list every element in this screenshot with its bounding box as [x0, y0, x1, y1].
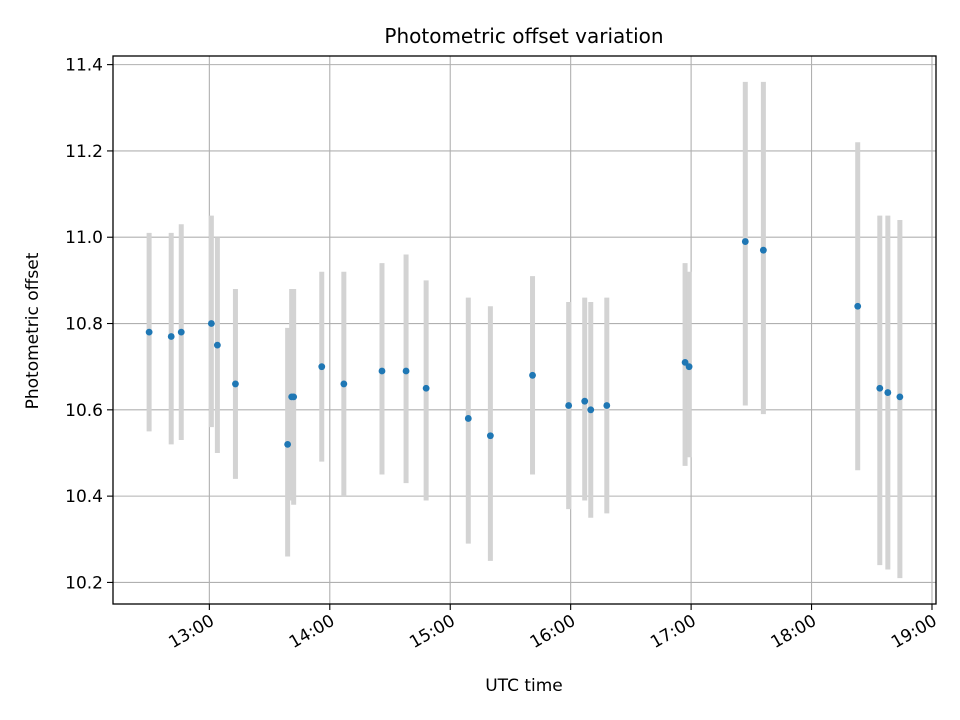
- data-point: [402, 367, 410, 375]
- data-point: [145, 328, 153, 336]
- x-tick-label: 14:00: [286, 611, 338, 653]
- data-point: [854, 302, 862, 310]
- y-axis-label: Photometric offset: [23, 252, 43, 409]
- y-tick-label: 10.2: [65, 573, 103, 593]
- y-tick-label: 11.4: [65, 56, 103, 76]
- x-tick-label: 19:00: [888, 611, 940, 653]
- data-point: [290, 393, 298, 401]
- y-tick-label: 10.4: [65, 487, 103, 507]
- data-point: [422, 384, 430, 392]
- data-point: [565, 402, 573, 409]
- data-point: [603, 402, 611, 409]
- data-point: [896, 393, 904, 401]
- data-point: [759, 246, 767, 254]
- data-point: [884, 389, 892, 396]
- data-point: [581, 397, 589, 405]
- data-point: [207, 320, 215, 327]
- x-tick-label: 15:00: [406, 611, 458, 653]
- x-axis-label: UTC time: [485, 676, 563, 696]
- data-point: [587, 406, 595, 414]
- y-tick-label: 11.0: [65, 228, 103, 248]
- data-point: [685, 363, 693, 371]
- data-point: [318, 363, 326, 371]
- axis-ticks: 13:00 14:00 15:00 16:00 17:00 18:00 19:00 10.2 1…: [65, 56, 940, 653]
- data-point: [284, 440, 292, 448]
- data-points: [145, 238, 904, 448]
- x-tick-label: 18:00: [768, 611, 820, 653]
- data-point: [232, 380, 239, 388]
- x-tick-label: 16:00: [527, 611, 579, 653]
- y-tick-label: 10.8: [65, 315, 103, 335]
- data-point: [464, 415, 472, 422]
- data-point: [340, 380, 348, 388]
- data-point: [213, 341, 221, 349]
- error-bars: [146, 81, 903, 579]
- y-tick-label: 11.2: [65, 142, 103, 162]
- x-tick-label: 17:00: [647, 611, 699, 653]
- data-point: [486, 432, 494, 440]
- plot-frame: [112, 55, 937, 605]
- data-point: [741, 238, 749, 245]
- data-point: [378, 367, 386, 375]
- data-point: [177, 328, 185, 336]
- data-point: [681, 358, 689, 366]
- y-tick-label: 10.6: [65, 401, 103, 421]
- chart-title: Photometric offset variation: [384, 24, 663, 48]
- data-point: [876, 384, 884, 392]
- x-tick-label: 13:00: [165, 611, 217, 653]
- data-point: [167, 333, 175, 340]
- data-point: [529, 371, 536, 379]
